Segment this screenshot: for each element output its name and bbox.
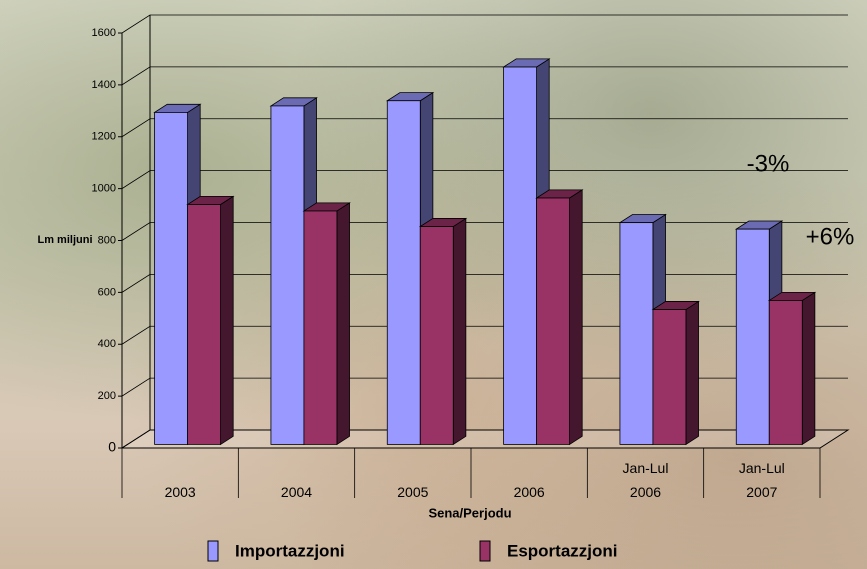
- bar-side: [569, 189, 583, 446]
- x-tick-label: Jan-Lul 2006: [623, 460, 669, 500]
- grid-line: [121, 66, 848, 86]
- x-tick-label: 2004: [281, 484, 312, 500]
- grid-line: [121, 170, 848, 189]
- bar: [418, 217, 468, 446]
- grid-line: [121, 14, 848, 34]
- y-tick-label: 200: [98, 390, 116, 402]
- bar-front: [270, 105, 305, 445]
- bar-side: [220, 195, 234, 446]
- y-tick-label: 600: [98, 286, 116, 298]
- y-tick-label: 1000: [92, 183, 116, 195]
- bar-side: [336, 202, 350, 446]
- bar-front: [303, 210, 338, 445]
- x-tick-label: 2006: [514, 484, 545, 500]
- annotation: +6%: [806, 223, 855, 250]
- bar-front: [503, 66, 538, 445]
- legend-label: Esportazzjoni: [507, 541, 618, 560]
- legend-label: Importazzjoni: [235, 541, 345, 560]
- y-tick-label: 0: [108, 439, 116, 455]
- bar-side: [685, 300, 699, 446]
- grid-line: [121, 377, 848, 397]
- bar-front: [768, 300, 803, 445]
- bar: [535, 189, 584, 446]
- bar: [767, 291, 817, 446]
- bar-front: [187, 204, 222, 445]
- y-tick-label: 1600: [92, 27, 116, 39]
- legend-swatch: [207, 540, 219, 562]
- bar-front: [154, 112, 189, 445]
- y-tick-label: 1400: [92, 79, 116, 91]
- bar-side: [452, 217, 467, 446]
- bar: [618, 213, 667, 446]
- bar-side: [801, 291, 816, 446]
- x-axis-label: Sena/Perjodu: [428, 505, 511, 520]
- y-tick-label: 400: [98, 338, 116, 350]
- x-tick-label: 2003: [165, 484, 196, 500]
- bar-front: [419, 226, 454, 445]
- grid-line: [121, 118, 848, 138]
- bar-front: [735, 228, 770, 445]
- bar: [302, 202, 351, 446]
- bar-front: [536, 197, 570, 445]
- legend-swatch: [479, 540, 491, 562]
- x-tick-label: Jan-Lul 2007: [739, 460, 785, 500]
- bar-front: [386, 100, 421, 445]
- bar-front: [652, 309, 687, 445]
- grid-line: [121, 273, 848, 293]
- bar-front: [619, 222, 654, 445]
- x-tick-label: 2005: [397, 484, 428, 500]
- grid-line: [121, 325, 848, 345]
- annotation: -3%: [747, 150, 790, 177]
- bar: [651, 300, 700, 446]
- y-axis-label: Lm miljuni: [38, 234, 93, 246]
- y-tick-label: 1200: [92, 131, 116, 143]
- grid-line: [121, 222, 848, 241]
- grid-line: [121, 429, 848, 449]
- y-tick-label: 800: [98, 234, 116, 246]
- bar: [186, 195, 235, 446]
